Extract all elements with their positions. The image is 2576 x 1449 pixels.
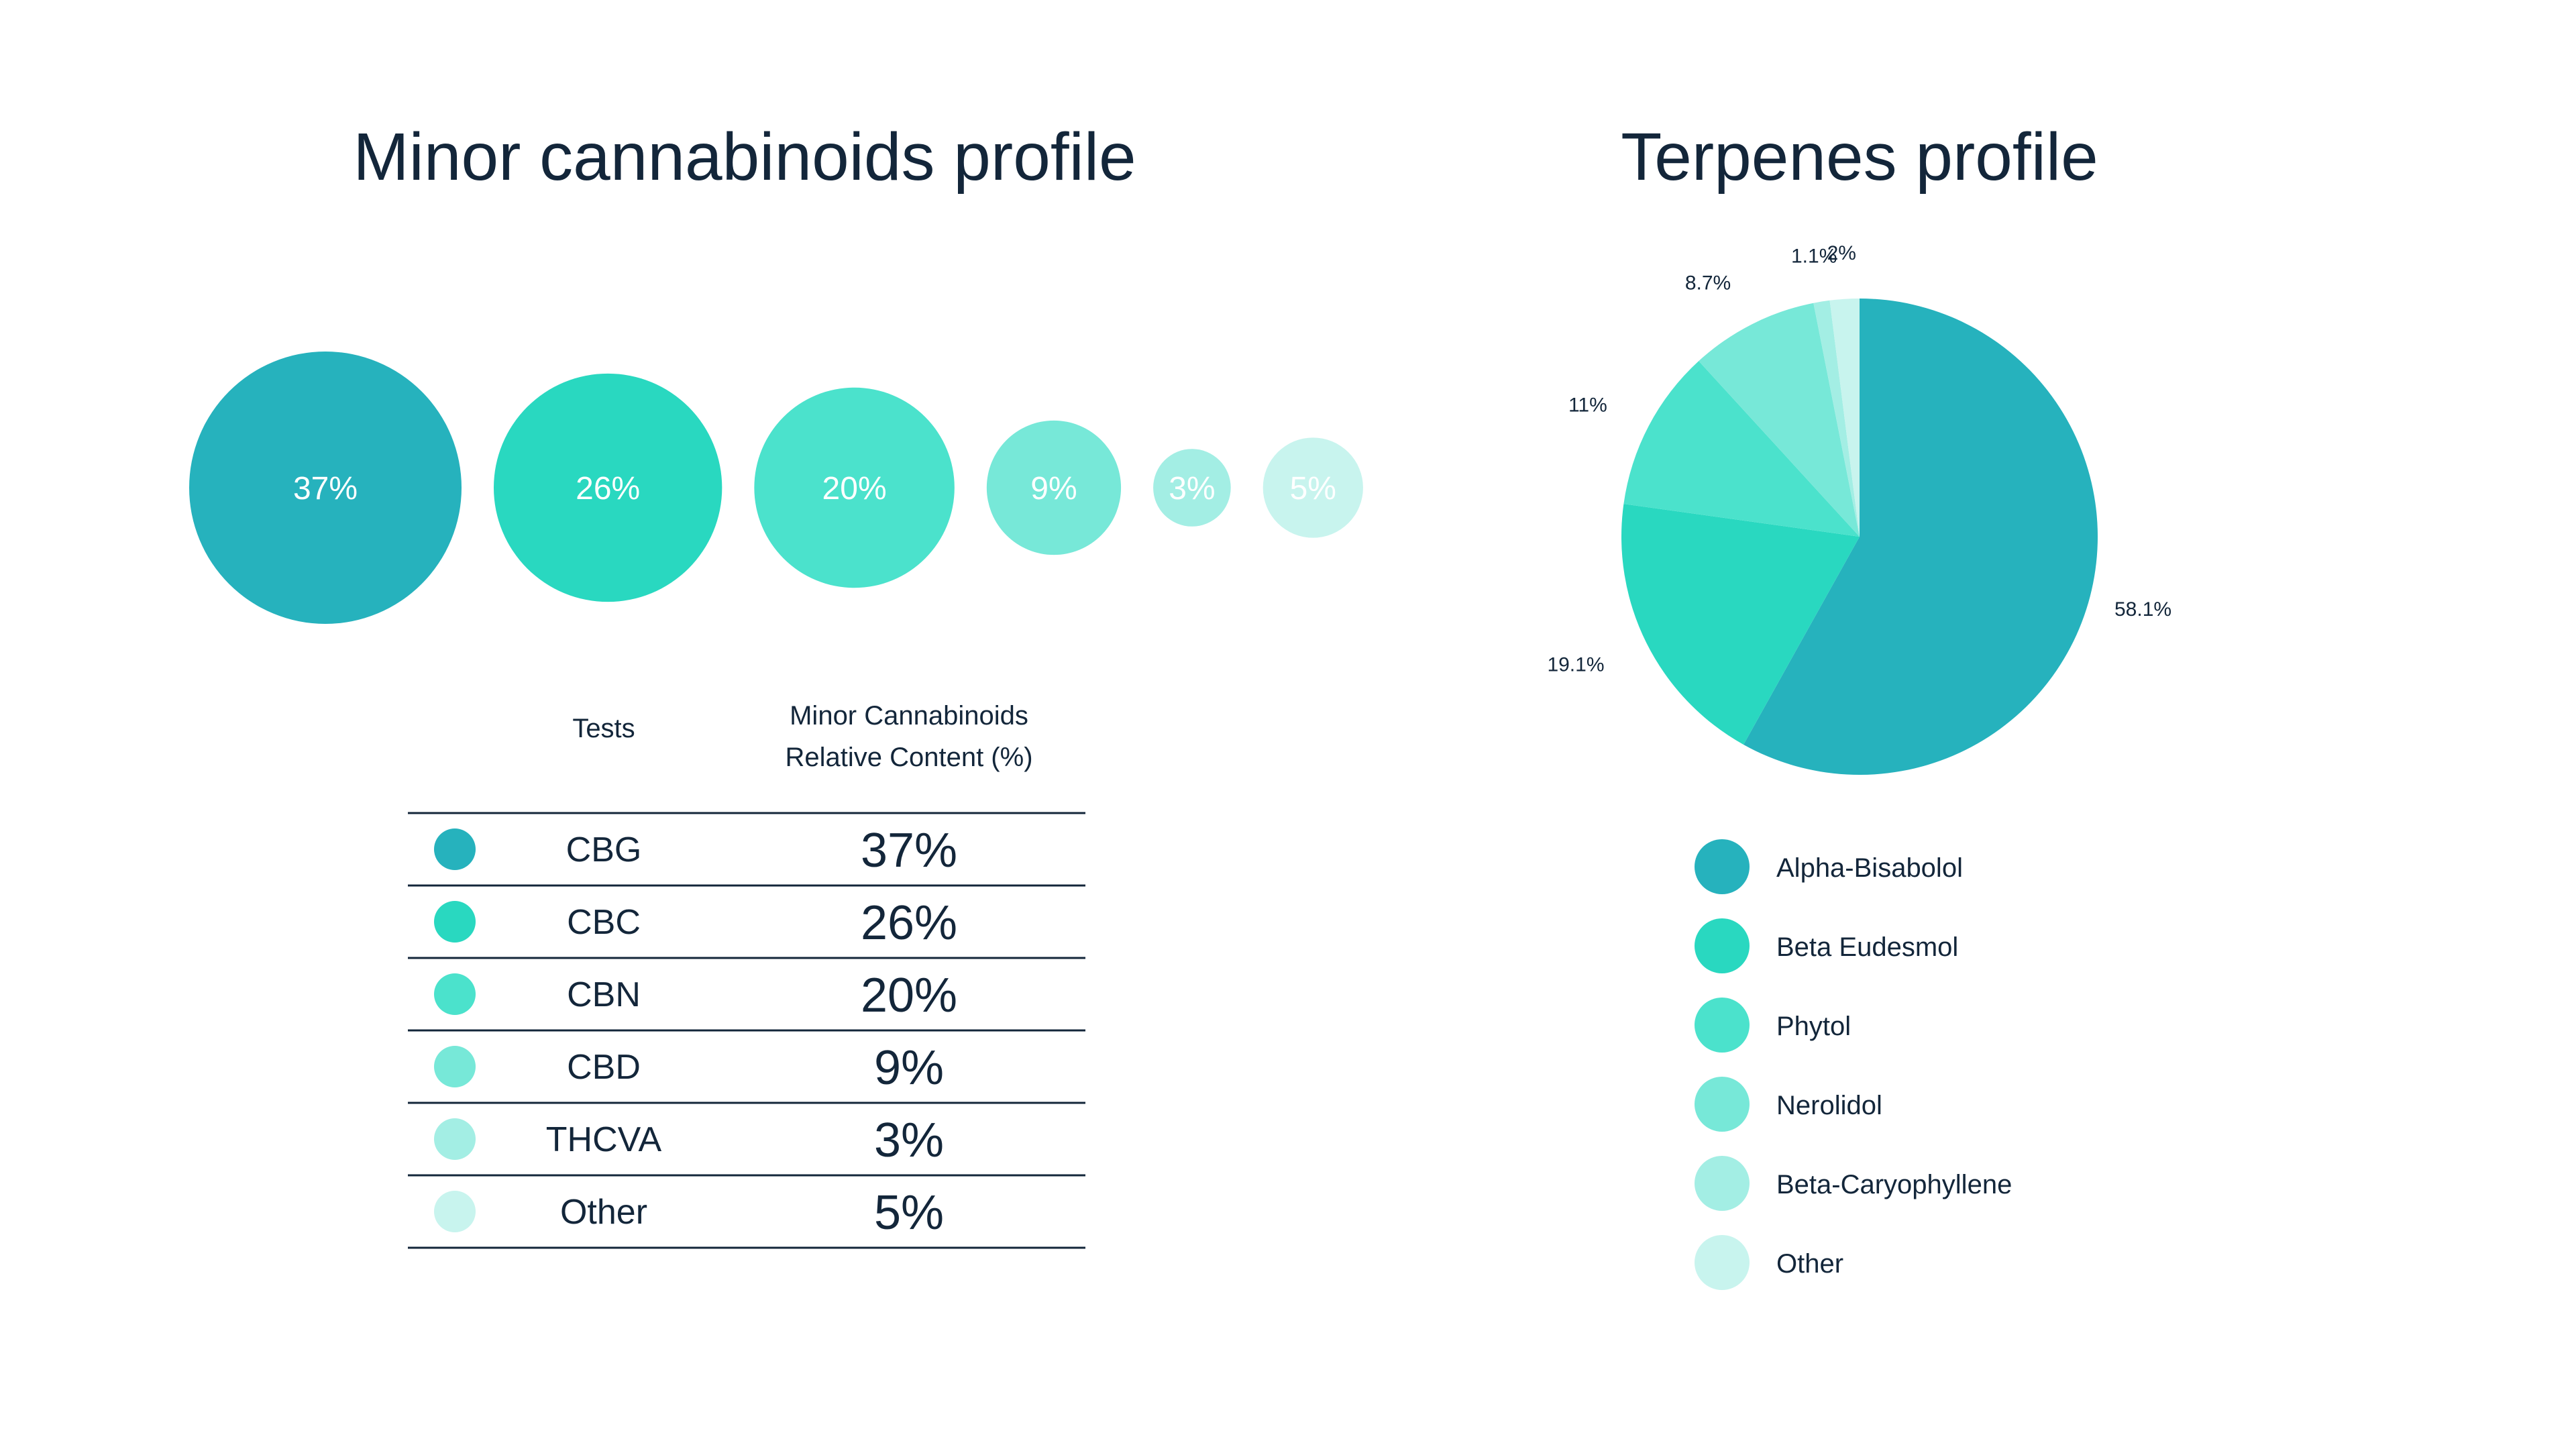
legend-item: Nerolidol — [1695, 1077, 1882, 1132]
table-row: CBD 9% — [434, 1041, 944, 1095]
legend-item: Beta Eudesmol — [1695, 918, 1958, 973]
legend-label: Phytol — [1776, 1012, 1851, 1041]
table-row: THCVA 3% — [434, 1114, 944, 1167]
row-test-name: THCVA — [546, 1120, 662, 1159]
row-test-name: Other — [560, 1193, 647, 1232]
bubble-cbc — [494, 373, 722, 602]
pie-slice-beta-caryophyllene — [1813, 300, 1860, 537]
legend-swatch — [1695, 1156, 1750, 1211]
row-swatch — [434, 1118, 476, 1160]
table-row: Other 5% — [434, 1186, 944, 1240]
legend-item: Phytol — [1695, 998, 1851, 1053]
legend-label: Beta-Caryophyllene — [1776, 1170, 2012, 1199]
pie-value-label: 11% — [1568, 394, 1607, 416]
row-test-name: CBN — [567, 975, 641, 1014]
bubble-label: 37% — [293, 471, 358, 506]
pie-value-label: 2% — [1827, 242, 1856, 264]
pie-slice-alpha-bisabolol — [1743, 299, 2098, 775]
table-row: CBC 26% — [434, 896, 957, 950]
row-content-value: 20% — [861, 969, 957, 1022]
legend-label: Other — [1776, 1249, 1843, 1279]
row-swatch — [434, 973, 476, 1015]
bubble-thcva — [1153, 449, 1231, 527]
row-swatch — [434, 1191, 476, 1232]
legend-item: Alpha-Bisabolol — [1695, 839, 1963, 894]
row-swatch — [434, 1046, 476, 1087]
legend-swatch — [1695, 839, 1750, 894]
pie-value-label: 19.1% — [1547, 653, 1604, 676]
legend-swatch — [1695, 1077, 1750, 1132]
legend-label: Alpha-Bisabolol — [1776, 853, 1963, 883]
pie-value-label: 58.1% — [2114, 598, 2171, 621]
row-test-name: CBC — [567, 903, 641, 942]
pie-slice-beta-eudesmol — [1621, 504, 1860, 745]
legend-swatch — [1695, 998, 1750, 1053]
bubble-label: 9% — [1030, 471, 1077, 506]
pie-slice-phytol — [1623, 361, 1860, 537]
row-content-value: 5% — [874, 1186, 944, 1240]
cannabinoids-chart-title: Minor cannabinoids profile — [353, 119, 1136, 195]
bubble-label: 3% — [1169, 471, 1215, 506]
table-row: CBG 37% — [434, 824, 957, 877]
pie-slice-nerolidol — [1699, 303, 1860, 537]
cannabinoids-table: CBG 37% CBC 26% CBN 20% CBD 9% THCVA 3% Other 5% — [408, 812, 1085, 1249]
table-header-content-line1: Minor Cannabinoids — [790, 701, 1028, 731]
cannabinoid-bubbles: 37% 26% 20% 9% 3% 5% — [189, 352, 1363, 624]
row-test-name: CBD — [567, 1048, 641, 1087]
legend-label: Nerolidol — [1776, 1091, 1882, 1120]
row-content-value: 9% — [874, 1041, 944, 1095]
row-content-value: 37% — [861, 824, 957, 877]
terpenes-legend: Alpha-Bisabolol Beta Eudesmol Phytol Neroli… — [1695, 839, 2012, 1290]
row-content-value: 26% — [861, 896, 957, 950]
legend-item: Beta-Caryophyllene — [1695, 1156, 2012, 1211]
bubble-label: 5% — [1290, 471, 1336, 506]
row-swatch — [434, 828, 476, 870]
table-header-tests: Tests — [572, 714, 635, 743]
legend-swatch — [1695, 1235, 1750, 1290]
bubble-cbd — [986, 420, 1122, 555]
pie-value-label: 1.1% — [1791, 245, 1837, 267]
table-header-content-line2: Relative Content (%) — [785, 743, 1032, 772]
legend-swatch — [1695, 918, 1750, 973]
terpenes-pie: 58.1% 19.1% 11% 8.7% 1.1%2% — [1547, 242, 2171, 775]
pie-slice-other — [1829, 299, 1860, 537]
row-content-value: 3% — [874, 1114, 944, 1167]
bubble-cbn — [754, 387, 955, 588]
table-row: CBN 20% — [434, 969, 957, 1022]
legend-label: Beta Eudesmol — [1776, 932, 1958, 962]
pie-value-label: 8.7% — [1685, 272, 1731, 294]
row-swatch — [434, 901, 476, 943]
bubble-cbg — [189, 352, 462, 624]
row-test-name: CBG — [566, 830, 642, 869]
bubble-label: 20% — [822, 471, 887, 506]
legend-item: Other — [1695, 1235, 1843, 1290]
bubble-other — [1263, 437, 1363, 538]
bubble-label: 26% — [576, 471, 640, 506]
terpenes-chart-title: Terpenes profile — [1621, 119, 2098, 195]
